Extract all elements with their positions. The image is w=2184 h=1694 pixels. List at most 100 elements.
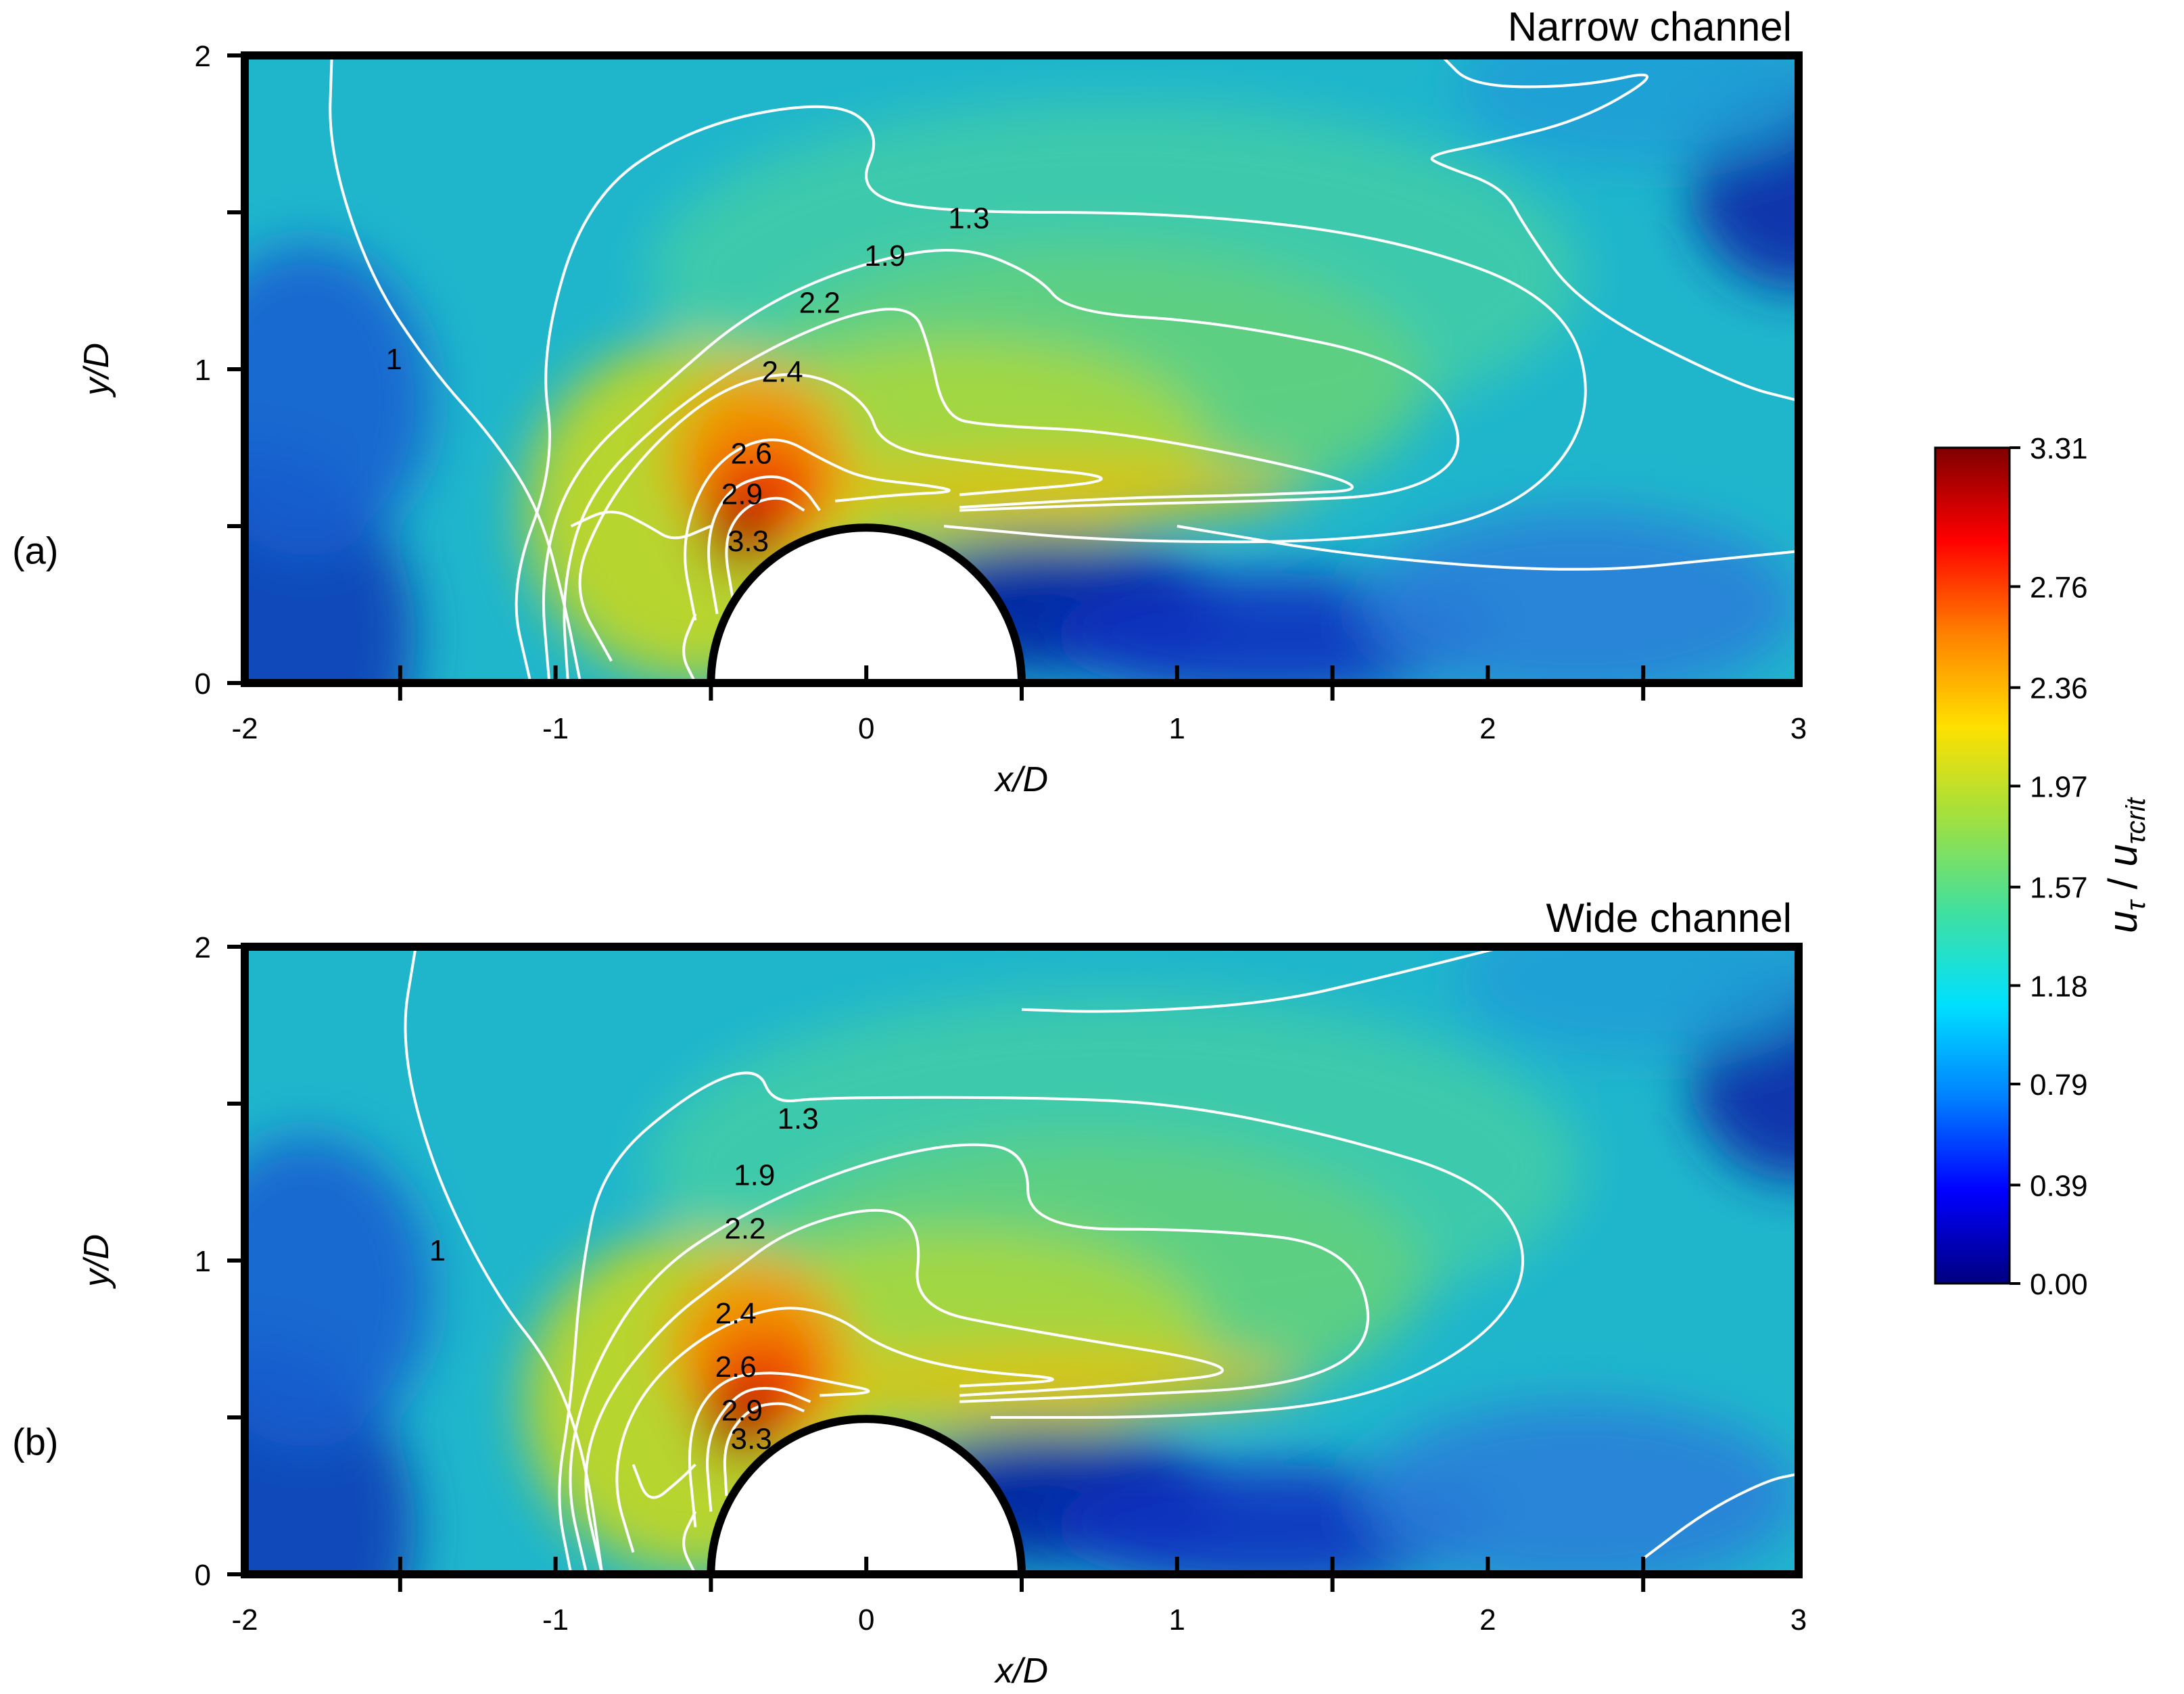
- colorbar-label-u1: u: [2100, 911, 2145, 933]
- colorbar-gradient: [1934, 446, 2011, 1285]
- cylinder-obstacle-a: [707, 523, 1026, 687]
- colorbar: 3.31 2.76 2.36 1.97 1.57 1.18 0.79 0.39 0.00 uτ …: [1934, 432, 2151, 1301]
- x-axis-label-b: x/D: [993, 1651, 1048, 1691]
- panel-label-a: (a): [12, 530, 58, 572]
- y-axis-label-b: y/D: [77, 1234, 116, 1289]
- contour-label: 2.4: [762, 356, 803, 389]
- contour-label: 2.4: [715, 1297, 757, 1330]
- contour-line: [688, 1371, 870, 1528]
- contour-line: [558, 1071, 1525, 1574]
- field-blob: [1363, 1403, 1799, 1574]
- field-blob: [1363, 511, 1799, 683]
- colorbar-tick-label: 1.57: [2030, 872, 2088, 905]
- colorbar-label-u2: u: [2100, 844, 2145, 866]
- x-tick-label: -2: [231, 712, 258, 745]
- contour-line: [707, 475, 821, 615]
- colorbar-ticks: 3.31 2.76 2.36 1.97 1.57 1.18 0.79 0.39 0.00: [2010, 432, 2088, 1301]
- contour-line: [1177, 525, 1799, 571]
- x-tick-label: 1: [1169, 1603, 1185, 1637]
- contour-label: 1: [429, 1234, 446, 1267]
- panel-label-b: (b): [12, 1421, 58, 1463]
- contour-label: 2.2: [724, 1213, 765, 1246]
- field-blob: [245, 1136, 431, 1448]
- field-blobs: [245, 55, 1799, 683]
- panel-title-b: Wide channel: [1546, 895, 1792, 941]
- contour-label: 2.9: [721, 478, 763, 511]
- colorbar-tick-label: 2.36: [2030, 672, 2088, 705]
- panel-title-a: Narrow channel: [1508, 4, 1792, 49]
- velocity-field-a: [245, 55, 1799, 683]
- x-tick-label: 3: [1790, 712, 1807, 745]
- contour-label: 1: [385, 343, 402, 376]
- x-tick-label: 1: [1169, 712, 1185, 745]
- x-tick-label: 0: [858, 1603, 874, 1637]
- contour-label: 2.2: [799, 287, 840, 320]
- x-tick-label: 2: [1479, 1603, 1496, 1637]
- axis-ticks-a: -2 -1 0 1 2 3 0 1 2: [195, 40, 1807, 745]
- contour-labels-b: 1.31.9 2.2 2.4 2.6 2.93.3 1: [429, 1102, 819, 1455]
- contour-line: [329, 55, 582, 683]
- contour-line: [1021, 947, 1504, 1013]
- contour-label: 2.6: [731, 437, 772, 470]
- contour-line: [615, 1307, 1054, 1553]
- contour-label: 1.3: [778, 1102, 819, 1135]
- contour-label: 3.3: [731, 1422, 772, 1455]
- colorbar-tick-label: 0.79: [2030, 1068, 2088, 1102]
- field-blob: [804, 457, 1302, 520]
- contour-label: 1.3: [948, 202, 989, 235]
- colorbar-label: uτ / uτcrit: [2100, 797, 2151, 933]
- y-tick-label: 1: [195, 354, 211, 387]
- contour-line: [725, 496, 805, 599]
- contour-line: [1430, 55, 1799, 402]
- field-blob: [705, 495, 780, 570]
- y-tick-label: 0: [195, 667, 211, 701]
- x-tick-label: 3: [1790, 1603, 1807, 1637]
- y-tick-label: 2: [195, 40, 211, 73]
- cylinder-obstacle-b: [707, 1415, 1026, 1578]
- contour-line: [563, 308, 1354, 683]
- field-blob: [1456, 55, 1799, 165]
- contour-label: 1.9: [864, 239, 905, 273]
- colorbar-tick-label: 2.76: [2030, 571, 2088, 604]
- field-blob: [245, 245, 431, 557]
- colorbar-tick-label: 0.39: [2030, 1169, 2088, 1202]
- colorbar-label-sub1: τ: [2121, 899, 2151, 911]
- contour-line: [723, 1402, 805, 1497]
- x-tick-label: -2: [231, 1603, 258, 1637]
- colorbar-tick-label: 1.18: [2030, 970, 2088, 1003]
- contour-label: 2.9: [721, 1394, 763, 1428]
- x-tick-label: -1: [542, 1603, 569, 1637]
- colorbar-tick-label: 3.31: [2030, 432, 2088, 465]
- contour-line: [632, 1463, 696, 1499]
- x-tick-label: 0: [858, 712, 874, 745]
- contour-line: [515, 105, 1587, 683]
- colorbar-tick-label: 0.00: [2030, 1268, 2088, 1301]
- contour-line: [706, 1386, 811, 1512]
- y-tick-label: 2: [195, 931, 211, 964]
- colorbar-label-slash: /: [2100, 867, 2145, 901]
- panel-wide-channel: -2 -1 0 1 2 3 0 1 2 1.31.9 2.2 2.4 2.6 2.93.3 1 Wide …: [12, 895, 1807, 1691]
- axis-ticks-b: -2 -1 0 1 2 3 0 1 2: [195, 931, 1807, 1637]
- x-axis-label-a: x/D: [993, 760, 1048, 799]
- contour-label: 1.9: [734, 1159, 775, 1192]
- colorbar-tick-label: 1.97: [2030, 770, 2088, 803]
- y-tick-label: 1: [195, 1245, 211, 1278]
- panel-narrow-channel: -2 -1 0 1 2 3 0 1 2 1.3 1.9 2.2 2.4 2.6 2.9 3.3 1 Narro…: [12, 4, 1807, 799]
- y-axis-label-a: y/D: [77, 343, 116, 398]
- contour-line: [684, 438, 951, 621]
- contour-label: 3.3: [728, 525, 769, 558]
- field-blob: [1456, 947, 1799, 1056]
- contour-line: [569, 1143, 1370, 1574]
- contour-label: 2.6: [715, 1350, 757, 1384]
- x-tick-label: -1: [542, 712, 569, 745]
- contour-line: [584, 1208, 1224, 1574]
- colorbar-label-sub2: τcrit: [2121, 797, 2151, 844]
- contour-line: [404, 947, 604, 1574]
- contour-labels-a: 1.3 1.9 2.2 2.4 2.6 2.9 3.3 1: [385, 202, 989, 558]
- contour-line: [570, 511, 712, 540]
- contour-lines-b: [404, 947, 1799, 1574]
- contour-line: [578, 373, 1103, 662]
- y-tick-label: 0: [195, 1559, 211, 1592]
- contour-line: [542, 248, 1460, 683]
